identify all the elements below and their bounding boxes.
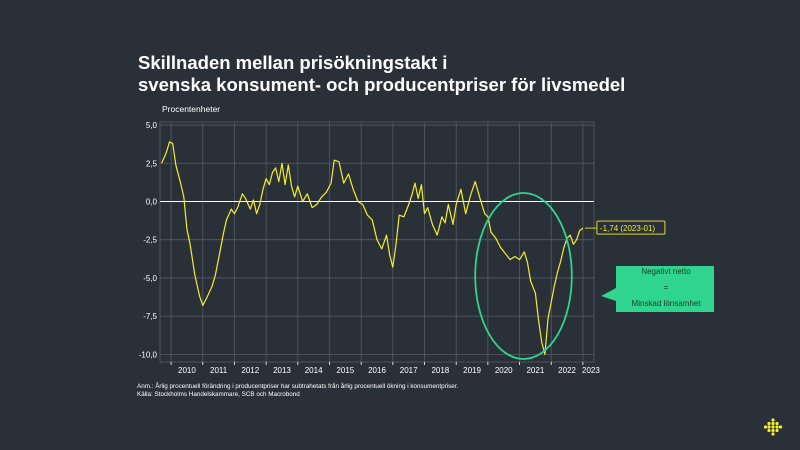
x-tick-label: 2010 <box>178 366 196 375</box>
x-tick-label: 2019 <box>463 366 481 375</box>
end-label-text: -1,74 (2023-01) <box>600 224 655 233</box>
y-tick-label: 2,5 <box>146 159 158 168</box>
callout-box: Negativt netto = Minskad lönsamhet <box>601 266 714 312</box>
x-tick-label: 2022 <box>558 366 576 375</box>
y-axis-label: Procentenheter <box>162 104 221 114</box>
series-line <box>161 141 584 355</box>
x-tick-label: 2023 <box>582 366 600 375</box>
end-label-box <box>596 220 666 235</box>
highlight-ellipse <box>474 192 573 360</box>
x-tick-label: 2013 <box>273 366 291 375</box>
footnote: Anm.: Årlig procentuell förändring i pro… <box>137 383 459 390</box>
callout-shape <box>601 266 714 312</box>
y-tick-label: -5,0 <box>143 274 157 283</box>
page-title: Skillnaden mellan prisökningstakt i sven… <box>138 52 698 96</box>
x-tick-label: 2021 <box>526 366 544 375</box>
dot-cluster-logo-icon <box>763 418 783 436</box>
end-value-label: -1,74 (2023-01) <box>584 220 666 235</box>
callout-line-3: Minskad lönsamhet <box>632 299 702 308</box>
chart-grid <box>159 121 595 365</box>
x-tick-label: 2017 <box>400 366 418 375</box>
callout-line-2: = <box>664 283 669 292</box>
y-tick-label: 0,0 <box>146 197 158 206</box>
x-tick-label: 2015 <box>336 366 354 375</box>
y-tick-labels: 5,0 2,5 0,0 -2,5 -5,0 -7,5 -10,0 <box>139 121 158 359</box>
x-tick-labels: 2010 2011 2012 2013 2014 2015 2016 2017 2018 2019… <box>178 366 600 375</box>
title-line-1: Skillnaden mellan prisökningstakt i <box>138 52 448 73</box>
x-tick-label: 2014 <box>305 366 323 375</box>
y-tick-label: -10,0 <box>139 350 158 359</box>
y-tick-label: -7,5 <box>143 312 157 321</box>
title-line-2: svenska konsument- och producentpriser f… <box>138 74 626 95</box>
x-tick-label: 2020 <box>495 366 513 375</box>
x-tick-label: 2012 <box>241 366 259 375</box>
y-tick-label: 5,0 <box>146 121 158 130</box>
source-note: Källa: Stockholms Handelskammare, SCB oc… <box>137 391 300 398</box>
y-tick-label: -2,5 <box>143 236 157 245</box>
plot-frame <box>159 121 595 363</box>
x-tick-label: 2018 <box>431 366 449 375</box>
x-tick-label: 2011 <box>210 366 228 375</box>
x-tick-label: 2016 <box>368 366 386 375</box>
callout-line-1: Negativt netto <box>641 267 691 276</box>
